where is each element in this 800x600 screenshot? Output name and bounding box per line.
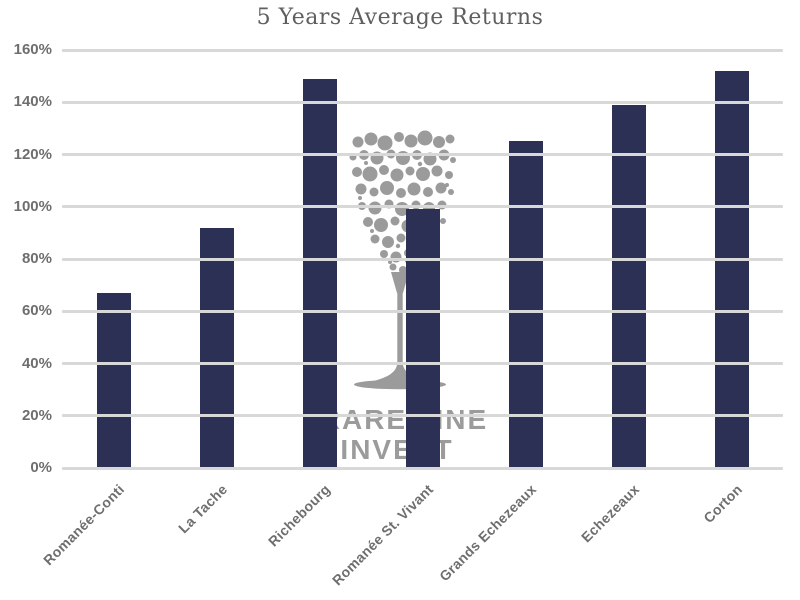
gridline-40 (62, 362, 783, 365)
y-axis-tick-label: 40% (21, 354, 52, 372)
y-axis-tick-label: 160% (13, 41, 52, 58)
bar-echezeaux (612, 104, 646, 470)
gridline-20 (62, 414, 783, 418)
watermark-text-line1: RAREWINE (319, 404, 489, 435)
bar-grands-echezeaux (509, 141, 543, 470)
bar-roman-e-conti (97, 292, 131, 470)
bar-roman-e-st-vivant (406, 209, 440, 470)
y-axis-tick-label: 20% (21, 406, 52, 424)
y-axis-tick-label: 60% (21, 302, 52, 320)
gridline-0 (62, 466, 783, 470)
gridline-80 (62, 257, 783, 261)
bar-la-tache (200, 227, 234, 470)
gridline-100 (62, 205, 783, 209)
y-axis-tick-label: 0% (30, 459, 52, 476)
gridline-120 (62, 153, 783, 156)
gridline-140 (62, 100, 783, 104)
bar-corton (715, 70, 749, 470)
watermark-text-line2: INVEST (340, 434, 454, 465)
y-axis-tick-label: 80% (21, 250, 52, 267)
y-axis-tick-label: 120% (13, 145, 52, 163)
bar-richebourg (303, 78, 337, 470)
y-axis-tick-label: 140% (13, 93, 52, 111)
gridline-160 (62, 48, 783, 52)
gridline-60 (62, 309, 783, 313)
chart-title: 5 Years Average Returns (256, 5, 544, 30)
y-axis-tick-label: 100% (13, 197, 52, 215)
